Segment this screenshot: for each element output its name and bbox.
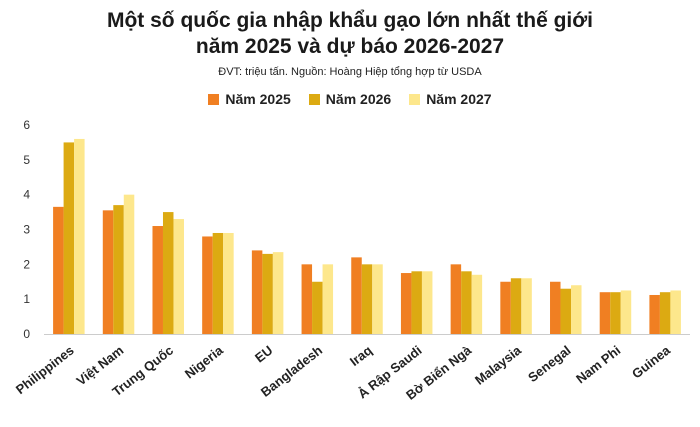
bar-3-3 — [173, 219, 184, 334]
bar-1-9 — [450, 264, 462, 334]
legend-item-2026: Năm 2026 — [308, 91, 392, 107]
bar-3-2 — [123, 194, 135, 334]
y-tick-label: 2 — [23, 257, 30, 271]
bar-1-6 — [301, 264, 313, 334]
bar-3-11 — [571, 285, 582, 334]
bar-3-13 — [670, 290, 681, 334]
y-tick-label: 3 — [23, 223, 30, 237]
bar-1-11 — [550, 281, 561, 334]
bar-2-7 — [361, 264, 373, 334]
bar-1-7 — [351, 257, 362, 334]
bar-1-8 — [400, 273, 412, 334]
y-tick-label: 0 — [23, 327, 30, 341]
bar-2-3 — [162, 212, 174, 334]
bar-2-12 — [610, 292, 621, 334]
bar-2-6 — [312, 281, 323, 334]
y-tick-label: 6 — [23, 118, 30, 132]
x-category-label: Guinea — [629, 342, 674, 381]
bar-3-7 — [372, 264, 383, 334]
legend-item-2025: Năm 2025 — [208, 91, 291, 107]
x-category-label: Nam Phi — [573, 343, 623, 387]
x-category-label: Philippines — [13, 343, 77, 398]
y-tick-label: 5 — [23, 153, 30, 167]
bar-2-1 — [63, 142, 75, 334]
x-category-label: Senegal — [525, 343, 574, 386]
legend-label-2025: Năm 2025 — [225, 91, 291, 107]
legend-swatch-2027 — [409, 93, 421, 105]
legend-item-2027: Năm 2027 — [409, 91, 492, 107]
bar-1-13 — [649, 294, 660, 334]
bar-2-4 — [212, 232, 224, 334]
bar-3-12 — [620, 290, 632, 334]
x-category-label: EU — [252, 343, 275, 366]
bar-3-6 — [322, 264, 334, 334]
legend-label-2027: Năm 2027 — [426, 91, 492, 107]
bar-3-10 — [521, 278, 532, 334]
chart-title-line-1: Một số quốc gia nhập khẩu gạo lớn nhất t… — [106, 9, 594, 32]
bar-1-3 — [152, 226, 163, 334]
bar-3-8 — [421, 271, 433, 334]
bar-1-1 — [53, 206, 64, 334]
bar-2-2 — [113, 205, 124, 334]
legend-swatch-2026 — [308, 93, 320, 105]
x-category-label: Nigeria — [182, 342, 227, 381]
bar-2-9 — [461, 271, 472, 334]
bar-2-11 — [560, 288, 572, 334]
bar-1-10 — [500, 281, 511, 334]
bar-3-1 — [74, 138, 85, 334]
bar-3-5 — [272, 252, 284, 334]
bar-2-10 — [510, 278, 522, 334]
bar-1-12 — [599, 292, 611, 334]
y-tick-label: 1 — [23, 292, 30, 306]
bar-2-13 — [659, 292, 671, 334]
chart-subtitle: ĐVT: triệu tấn. Nguồn: Hoàng Hiệp tổng h… — [218, 66, 482, 78]
bar-3-9 — [471, 274, 483, 334]
bar-1-4 — [202, 236, 213, 334]
x-category-label: Iraq — [347, 343, 375, 370]
bar-1-2 — [102, 210, 114, 334]
bar-1-5 — [251, 250, 263, 334]
chart-title-line-2: năm 2025 và dự báo 2026-2027 — [195, 35, 505, 58]
y-tick-label: 4 — [23, 188, 30, 202]
legend-swatch-2025 — [208, 93, 220, 105]
chart-title: Một số quốc gia nhập khẩu gạo lớn nhất t… — [0, 8, 700, 60]
bar-2-8 — [411, 271, 422, 334]
bar-2-5 — [262, 253, 273, 334]
bar-3-4 — [223, 232, 234, 334]
chart-legend: Năm 2025 Năm 2026 Năm 2027 — [0, 91, 700, 107]
legend-label-2026: Năm 2026 — [325, 91, 392, 107]
x-category-label: Malaysia — [472, 342, 525, 388]
